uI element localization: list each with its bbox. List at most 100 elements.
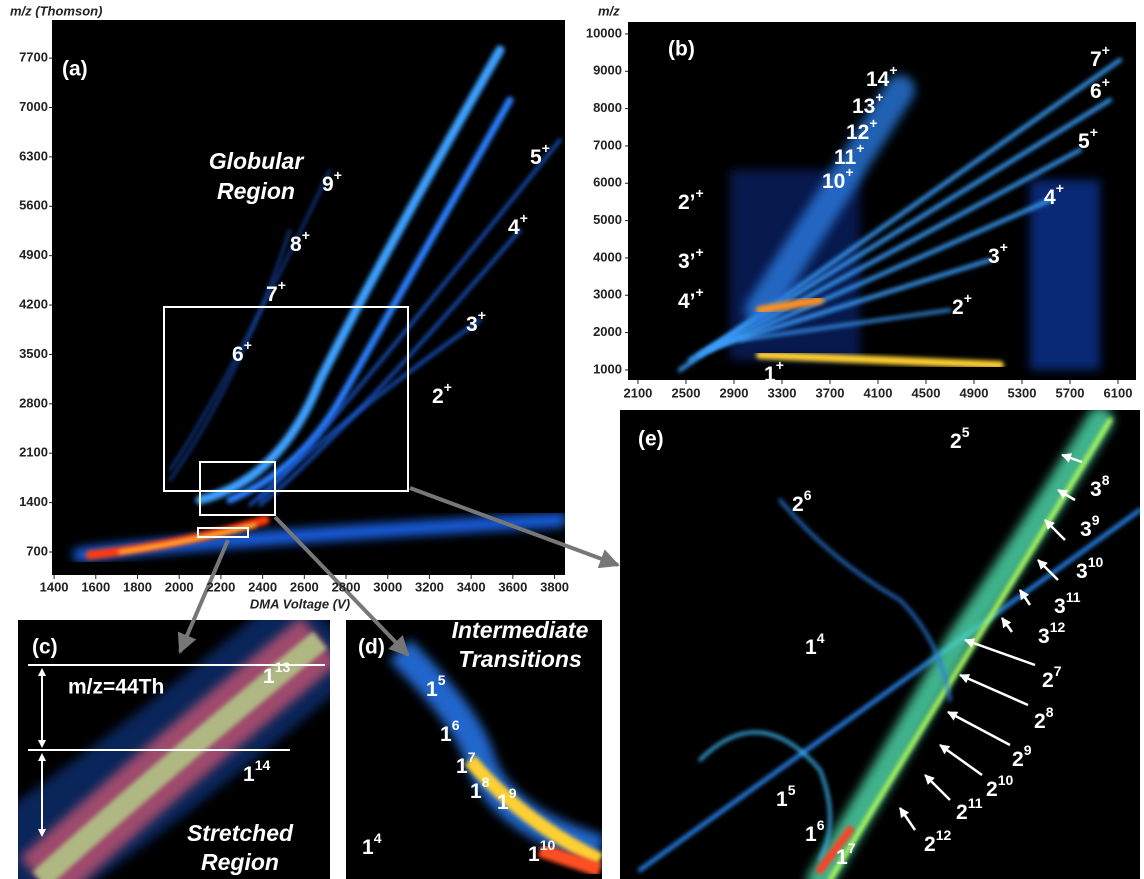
charge-number: 2 <box>1034 710 1046 733</box>
x-tick-label: 3800 <box>540 579 569 594</box>
x-tick-label: 4900 <box>960 385 989 400</box>
charge-number: 7 <box>266 283 278 306</box>
charge-superscript: 8 <box>482 774 490 790</box>
charge-number: 2 <box>1042 669 1054 692</box>
charge-number: 2 <box>952 296 964 319</box>
y-tick-label: 1400 <box>19 494 48 509</box>
charge-number: 1 <box>805 636 817 659</box>
charge-number: 2 <box>950 430 962 453</box>
charge-number: 1 <box>426 678 438 701</box>
charge-number: 3 <box>1054 595 1066 618</box>
charge-number: 6 <box>232 343 244 366</box>
figure: 1400160018002000220024002600280030003200… <box>0 0 1144 879</box>
charge-superscript: 5 <box>788 782 796 798</box>
charge-superscript: 7 <box>468 749 476 765</box>
charge-superscript: + <box>1102 42 1110 58</box>
charge-superscript: + <box>845 164 853 180</box>
y-tick-label: 4200 <box>19 296 48 311</box>
charge-number: 2 <box>432 385 444 408</box>
x-tick-label: 3600 <box>498 579 527 594</box>
y-tick-label: 2000 <box>593 324 622 339</box>
charge-superscript: + <box>856 140 864 156</box>
charge-superscript: + <box>244 337 252 353</box>
charge-superscript: + <box>776 357 784 373</box>
charge-superscript: 10 <box>1088 554 1104 570</box>
y-tick-label: 700 <box>26 543 48 558</box>
charge-superscript: 12 <box>936 827 952 843</box>
x-tick-label: 2500 <box>672 385 701 400</box>
y-tick-label: 1000 <box>593 361 622 376</box>
charge-superscript: + <box>520 210 528 226</box>
charge-number: 2 <box>1012 748 1024 771</box>
charge-number: 3 <box>988 245 1000 268</box>
charge-superscript: 6 <box>452 717 460 733</box>
spacing-label: m/z=44Th <box>68 676 164 699</box>
x-tick-label: 6100 <box>1104 385 1133 400</box>
x-tick-label: 2100 <box>623 385 652 400</box>
charge-number: 3 <box>1076 560 1088 583</box>
charge-superscript: + <box>889 62 897 78</box>
charge-number: 1 <box>776 788 788 811</box>
region-label: Stretched <box>187 820 294 846</box>
charge-superscript: 4 <box>817 630 825 646</box>
charge-number: 4’ <box>678 290 696 313</box>
charge-number: 1 <box>362 836 374 859</box>
charge-superscript: + <box>696 244 704 260</box>
charge-number: 4 <box>1044 186 1056 209</box>
charge-superscript: + <box>278 277 286 293</box>
charge-superscript: 11 <box>1066 589 1081 605</box>
region-label: Region <box>201 849 279 875</box>
x-tick-label: 5300 <box>1008 385 1037 400</box>
panel-label: (d) <box>358 636 385 659</box>
charge-superscript: 8 <box>1046 704 1054 720</box>
charge-number: 6 <box>1090 80 1102 103</box>
y-tick-label: 4000 <box>593 249 622 264</box>
x-tick-label: 2000 <box>165 579 194 594</box>
charge-superscript: 7 <box>1054 663 1062 679</box>
charge-superscript: 10 <box>998 772 1014 788</box>
charge-number: 3 <box>1080 518 1092 541</box>
charge-number: 7 <box>1090 48 1102 71</box>
charge-superscript: + <box>875 89 883 105</box>
x-tick-label: 2900 <box>720 385 749 400</box>
charge-number: 2 <box>924 833 936 856</box>
charge-superscript: 5 <box>962 424 970 440</box>
y-tick-label: 6300 <box>19 148 48 163</box>
x-tick-label: 3400 <box>457 579 486 594</box>
charge-number: 14 <box>866 68 890 91</box>
charge-number: 3 <box>1090 478 1102 501</box>
charge-superscript: 14 <box>255 757 271 773</box>
charge-superscript: 11 <box>968 795 983 811</box>
charge-superscript: + <box>1000 239 1008 255</box>
x-tick-label: 3200 <box>415 579 444 594</box>
x-tick-label: 2800 <box>332 579 361 594</box>
region-label: Transitions <box>458 646 582 672</box>
charge-superscript: 9 <box>1024 742 1032 758</box>
charge-superscript: 5 <box>438 672 446 688</box>
y-tick-label: 7700 <box>19 50 48 65</box>
charge-number: 1 <box>263 665 275 688</box>
x-tick-label: 3300 <box>768 385 797 400</box>
y-tick-label: 6000 <box>593 175 622 190</box>
x-axis-title: DMA Voltage (V) <box>250 596 350 611</box>
y-tick-label: 4900 <box>19 247 48 262</box>
y-axis-title: m/z <box>598 3 620 18</box>
charge-superscript: 9 <box>509 785 517 801</box>
y-tick-label: 7000 <box>19 99 48 114</box>
charge-number: 1 <box>440 723 452 746</box>
charge-number: 2 <box>986 778 998 801</box>
charge-number: 1 <box>497 791 509 814</box>
charge-number: 3’ <box>678 250 696 273</box>
charge-number: 8 <box>290 233 302 256</box>
charge-superscript: 4 <box>374 830 382 846</box>
x-tick-label: 2400 <box>248 579 277 594</box>
charge-number: 2 <box>956 801 968 824</box>
panel-label: (e) <box>638 428 664 451</box>
x-tick-label: 2600 <box>290 579 319 594</box>
charge-superscript: + <box>1090 124 1098 140</box>
charge-superscript: + <box>696 185 704 201</box>
charge-superscript: 13 <box>275 659 291 675</box>
y-tick-label: 7000 <box>593 137 622 152</box>
x-tick-label: 5700 <box>1056 385 1085 400</box>
region-label: Region <box>217 178 295 204</box>
